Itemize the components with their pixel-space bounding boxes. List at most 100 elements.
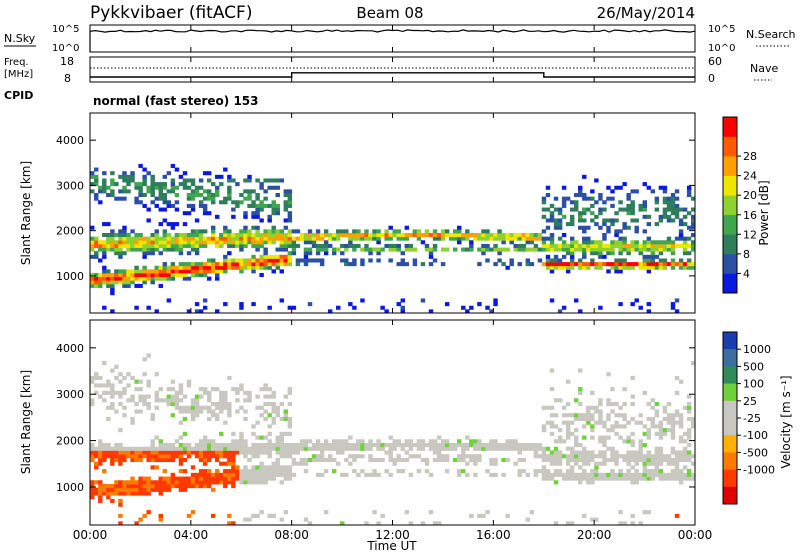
heatmap-cell xyxy=(686,476,692,481)
heatmap-cell xyxy=(618,229,623,234)
heatmap-cell xyxy=(247,203,252,208)
heatmap-cell xyxy=(678,480,684,485)
heatmap-cell xyxy=(178,273,184,278)
heatmap-cell xyxy=(582,472,587,477)
heatmap-cell xyxy=(602,476,607,481)
heatmap-cell xyxy=(267,402,272,407)
heatmap-cell xyxy=(315,439,321,444)
heatmap-cell xyxy=(263,480,268,485)
heatmap-cell xyxy=(489,457,494,463)
heatmap-cell xyxy=(134,387,139,392)
heatmap-cell xyxy=(279,258,284,263)
heatmap-cell xyxy=(239,233,244,238)
heatmap-cell xyxy=(674,409,680,414)
heatmap-cell xyxy=(678,236,684,241)
heatmap-cell xyxy=(106,450,111,455)
heatmap-cell xyxy=(578,218,583,223)
heatmap-cell xyxy=(190,273,196,278)
heatmap-cell xyxy=(295,258,301,263)
heatmap-cell xyxy=(235,439,240,444)
heatmap-cell xyxy=(138,398,143,403)
heatmap-cell xyxy=(473,233,478,238)
heatmap-cell xyxy=(485,247,490,252)
heatmap-cell xyxy=(206,416,212,422)
heatmap-cell xyxy=(150,276,155,281)
heatmap-cell xyxy=(630,416,635,422)
heatmap-cell xyxy=(271,200,276,205)
heatmap-cell xyxy=(215,262,220,267)
heatmap-cell xyxy=(461,446,466,451)
heatmap-cell xyxy=(251,424,256,429)
heatmap-cell xyxy=(311,243,317,248)
heatmap-cell xyxy=(650,405,656,410)
colorbar-tick-label: 20 xyxy=(743,189,757,202)
heatmap-cell xyxy=(219,480,224,485)
heatmap-cell xyxy=(420,439,426,444)
heatmap-cell xyxy=(251,211,256,216)
heatmap-cell xyxy=(110,287,115,292)
heatmap-cell xyxy=(561,265,567,270)
heatmap-cell xyxy=(255,214,260,219)
heatmap-cell xyxy=(255,480,260,485)
heatmap-cell xyxy=(501,236,506,241)
heatmap-cell xyxy=(263,387,268,392)
heatmap-cell xyxy=(174,243,180,248)
heatmap-cell xyxy=(610,476,615,481)
heatmap-cell xyxy=(565,424,571,429)
heatmap-cell xyxy=(251,302,256,307)
heatmap-cell xyxy=(227,251,232,256)
heatmap-cell xyxy=(432,450,438,455)
heatmap-cell xyxy=(255,435,260,440)
heatmap-cell xyxy=(319,258,325,263)
heatmap-cell xyxy=(610,196,615,201)
heatmap-cell xyxy=(578,443,583,448)
heatmap-cell xyxy=(279,416,284,422)
heatmap-cell xyxy=(465,454,470,459)
heatmap-cell xyxy=(602,454,607,459)
heatmap-cell xyxy=(126,398,131,403)
heatmap-cell xyxy=(231,484,236,489)
heatmap-cell xyxy=(122,413,127,418)
heatmap-cell xyxy=(578,185,583,190)
heatmap-cell xyxy=(602,236,607,241)
heatmap-cell xyxy=(122,233,127,238)
heatmap-cell xyxy=(682,472,688,477)
heatmap-cell xyxy=(323,247,329,252)
heatmap-cell xyxy=(267,178,272,183)
colorbar-tick-label: -500 xyxy=(743,446,768,459)
heatmap-cell xyxy=(348,446,353,451)
heatmap-cell xyxy=(247,450,252,455)
heatmap-cell xyxy=(263,465,268,470)
heatmap-cell xyxy=(94,196,99,201)
heatmap-cell xyxy=(154,450,159,455)
heatmap-cell xyxy=(392,457,397,463)
heatmap-cell xyxy=(142,182,147,187)
heatmap-cell xyxy=(247,196,252,201)
heatmap-cell xyxy=(598,420,603,425)
heatmap-cell xyxy=(94,390,99,395)
heatmap-cell xyxy=(666,214,672,219)
heatmap-cell xyxy=(122,225,127,230)
heatmap-cell xyxy=(243,225,248,230)
heatmap-cell xyxy=(134,480,139,485)
heatmap-cell xyxy=(118,174,123,179)
heatmap-cell xyxy=(642,390,647,395)
heatmap-cell xyxy=(666,196,672,201)
heatmap-cell xyxy=(211,269,216,274)
heatmap-cell xyxy=(122,487,127,492)
heatmap-cell xyxy=(388,225,393,230)
heatmap-cell xyxy=(424,443,430,448)
heatmap-cell xyxy=(642,461,647,466)
heatmap-cell xyxy=(630,200,635,205)
heatmap-cell xyxy=(219,431,224,436)
heatmap-cell xyxy=(198,240,204,245)
heatmap-cell xyxy=(178,251,184,256)
heatmap-cell xyxy=(251,203,256,208)
heatmap-cell xyxy=(662,200,668,205)
heatmap-cell xyxy=(263,265,268,270)
heatmap-cell xyxy=(541,236,547,241)
colorbar-swatch xyxy=(723,195,737,216)
heatmap-cell xyxy=(90,189,95,194)
heatmap-cell xyxy=(142,167,147,172)
heatmap-cell xyxy=(239,469,244,474)
